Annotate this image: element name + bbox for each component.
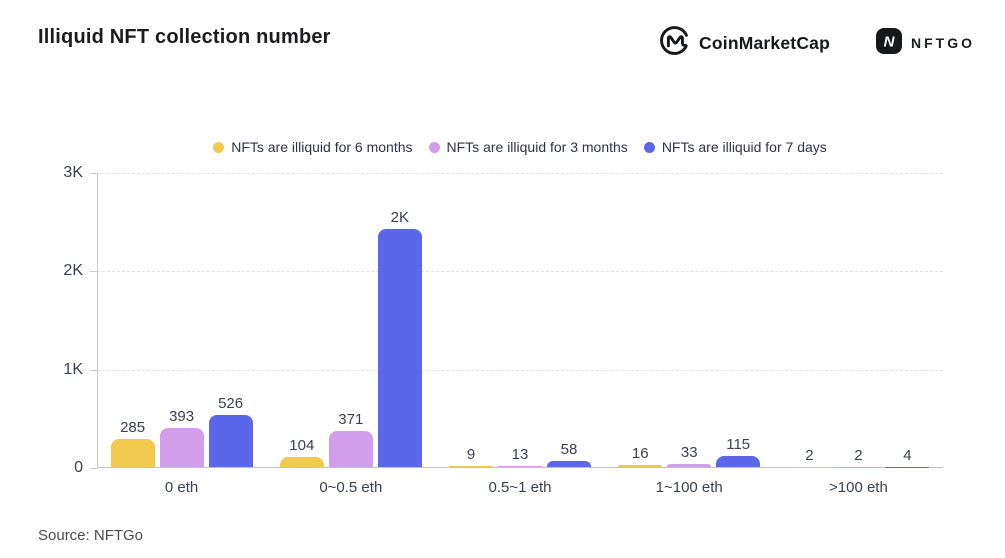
bar-column: 115 [716, 435, 761, 467]
bar-column: 393 [159, 408, 204, 467]
y-axis-tick [90, 271, 97, 273]
chart-title: Illiquid NFT collection number [38, 26, 331, 48]
bar-value-label: 115 [726, 435, 751, 453]
legend-item: NFTs are illiquid for 3 months [428, 139, 628, 155]
bar-groups: 285 393 526 104 371 2K 9 13 58 16 33 115 2 2 4 [97, 173, 943, 467]
legend-label: NFTs are illiquid for 7 days [661, 139, 827, 155]
bar-group: 9 13 58 [435, 441, 604, 467]
legend-dot-icon [428, 141, 440, 153]
legend-dot-icon [643, 141, 655, 153]
bar-column: 33 [667, 443, 712, 467]
bar [328, 430, 373, 467]
nftgo-logo: N NFTGO [876, 27, 975, 59]
nftgo-wordmark: NFTGO [911, 35, 975, 51]
bar-column: 2K [377, 209, 422, 467]
bar [449, 466, 493, 467]
bar-value-label: 13 [511, 445, 529, 463]
coinmarketcap-wordmark: CoinMarketCap [699, 32, 830, 53]
bar [110, 439, 155, 467]
y-axis-tick [90, 173, 97, 174]
bar-group: 16 33 115 [605, 436, 774, 467]
x-category-label: 0.5~1 eth [488, 479, 552, 496]
bar-column: 371 [328, 410, 373, 467]
bar-column: 2 [836, 446, 881, 467]
bar-column: 13 [498, 446, 542, 467]
bar-value-label: 2K [390, 209, 409, 226]
bar-value-label: 393 [169, 408, 195, 426]
x-axis-line [97, 467, 943, 468]
y-tick-label: 3K [63, 164, 83, 181]
plot-area: 285 393 526 104 371 2K 9 13 58 16 33 115 2 2 4 0 eth 0~… [63, 164, 943, 496]
legend-item: NFTs are illiquid for 6 months [213, 139, 413, 155]
legend-label: NFTs are illiquid for 3 months [446, 139, 628, 155]
y-axis-tick [90, 369, 97, 371]
bar-value-label: 104 [289, 436, 315, 454]
bar-column: 2 [787, 446, 832, 467]
bar-column: 4 [885, 446, 930, 467]
gridline-1K [97, 369, 943, 371]
bar-column: 9 [449, 446, 493, 467]
bar-column: 104 [279, 436, 324, 467]
bar-value-label: 526 [218, 395, 244, 413]
chart-legend: NFTs are illiquid for 6 months NFTs are i… [97, 139, 943, 155]
legend-dot-icon [213, 141, 225, 153]
bar [377, 229, 422, 467]
nftgo-icon: N [876, 27, 902, 59]
x-category-label: 1~100 eth [655, 479, 723, 496]
bar-value-label: 371 [338, 410, 364, 428]
legend-item: NFTs are illiquid for 7 days [643, 139, 827, 155]
y-tick-label: 1K [63, 360, 83, 378]
bar-value-label: 2 [854, 446, 863, 464]
source-note: Source: NFTGo [38, 527, 144, 544]
bar [498, 465, 542, 467]
bar-column: 285 [110, 419, 155, 467]
bar-group: 104 371 2K [266, 209, 435, 467]
coinmarketcap-icon [659, 25, 690, 61]
bar-value-label: 2 [805, 446, 814, 464]
bar-value-label: 285 [120, 419, 146, 436]
bar-column: 526 [208, 395, 253, 467]
bar-value-label: 58 [560, 441, 578, 459]
bar-value-label: 4 [903, 446, 912, 464]
bar [208, 415, 253, 467]
bar-column: 58 [547, 441, 591, 467]
y-axis-line [97, 173, 98, 468]
bar-group: 2 2 4 [774, 447, 943, 467]
y-axis-tick [90, 468, 97, 469]
bar-value-label: 9 [466, 446, 476, 464]
y-tick-label: 2K [63, 262, 83, 280]
legend-label: NFTs are illiquid for 6 months [231, 139, 413, 155]
bar [547, 461, 591, 467]
gridline-3K [97, 173, 943, 174]
bar-group: 285 393 526 [97, 395, 266, 467]
svg-text:N: N [884, 33, 896, 50]
brand-logos: CoinMarketCap N NFTGO [659, 26, 975, 60]
x-category-label: 0 eth [164, 479, 199, 496]
bar [667, 463, 712, 467]
bar [159, 428, 204, 467]
bar [716, 455, 761, 467]
x-category-label: 0~0.5 eth [319, 479, 383, 496]
bar [618, 465, 663, 467]
x-category-label: >100 eth [829, 479, 888, 496]
y-tick-label: 0 [74, 459, 83, 476]
bar [279, 456, 324, 467]
x-axis-labels: 0 eth 0~0.5 eth 0.5~1 eth 1~100 eth >100 eth [97, 479, 943, 496]
bar-value-label: 16 [631, 445, 649, 463]
bar-value-label: 33 [680, 443, 698, 461]
bar-column: 16 [618, 445, 663, 467]
gridline-2K [97, 271, 943, 273]
coinmarketcap-logo: CoinMarketCap [659, 25, 830, 61]
